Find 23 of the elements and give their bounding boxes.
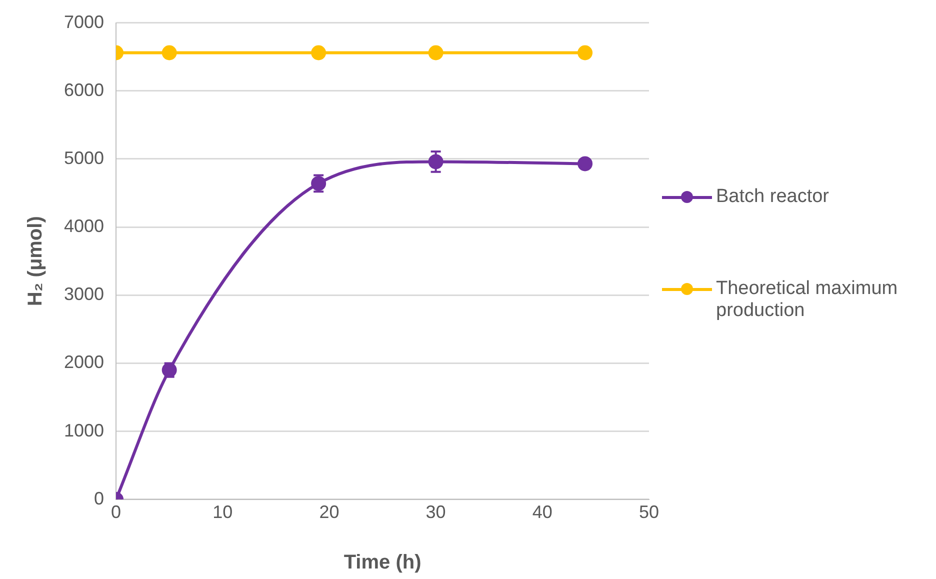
point xyxy=(162,45,177,60)
x-tick-label: 20 xyxy=(319,502,340,522)
point xyxy=(578,156,593,172)
y-tick-label: 4000 xyxy=(64,216,104,236)
x-tick-label: 30 xyxy=(426,502,446,522)
y-tick-label: 7000 xyxy=(64,12,104,32)
x-tick-label: 0 xyxy=(111,502,122,522)
legend-label: Batch reactor xyxy=(716,186,829,208)
x-axis-title: Time (h) xyxy=(344,552,422,574)
y-tick-label: 2000 xyxy=(64,352,104,372)
y-tick-label: 3000 xyxy=(64,284,104,304)
x-tick-label: 50 xyxy=(638,502,660,522)
y-tick-label: 6000 xyxy=(64,80,104,100)
y-tick-label: 0 xyxy=(94,488,104,508)
point xyxy=(578,45,593,60)
y-tick-label: 1000 xyxy=(64,420,104,440)
y-tick-label: 5000 xyxy=(64,148,104,168)
legend-label: Theoretical maximum production xyxy=(716,278,899,322)
x-tick-label: 40 xyxy=(532,502,552,522)
point xyxy=(428,45,444,60)
y-axis-title: H₂ (μmol) xyxy=(24,216,47,306)
x-tick-label: 10 xyxy=(212,502,233,522)
point xyxy=(311,45,326,60)
